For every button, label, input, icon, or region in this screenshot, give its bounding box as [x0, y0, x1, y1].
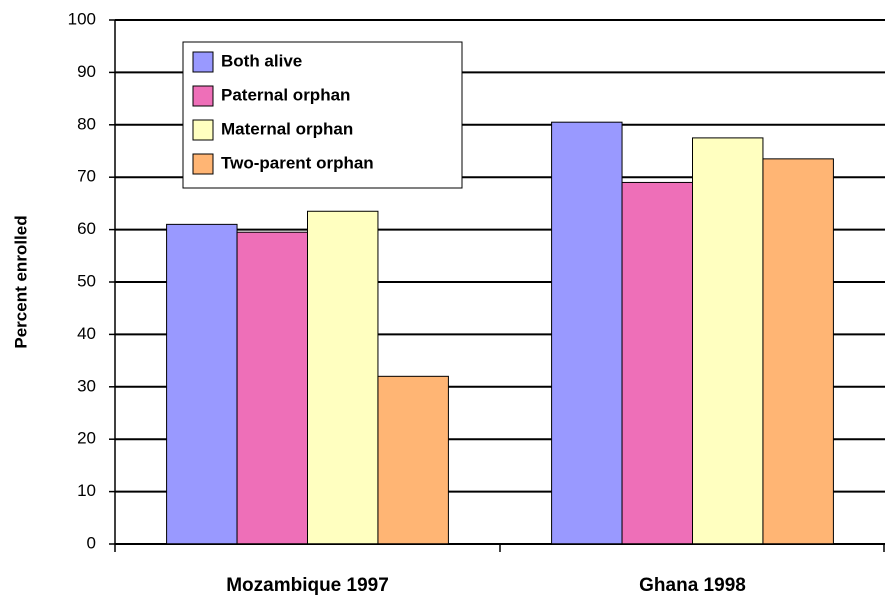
legend [182, 41, 463, 189]
y-tick-label: 0 [87, 533, 96, 552]
bar [692, 137, 764, 545]
y-tick-label: 70 [77, 167, 96, 186]
y-tick-label: 30 [77, 376, 96, 395]
legend-swatch [192, 153, 214, 175]
y-tick-label: 40 [77, 324, 96, 343]
legend-swatch [192, 119, 214, 141]
legend-label: Both alive [221, 51, 302, 70]
y-tick-label: 50 [77, 271, 96, 290]
bar [307, 210, 379, 545]
legend-swatch [192, 85, 214, 107]
y-tick-label: 90 [77, 62, 96, 81]
legend-swatch [192, 51, 214, 73]
x-tick-label: Mozambique 1997 [226, 575, 389, 596]
legend-label: Two-parent orphan [221, 153, 374, 172]
bar [377, 375, 449, 545]
bar [551, 121, 623, 545]
y-axis-label: Percent enrolled [11, 215, 30, 348]
legend-label: Maternal orphan [221, 119, 353, 138]
y-tick-label: 80 [77, 114, 96, 133]
x-tick-label: Ghana 1998 [639, 575, 746, 596]
y-tick-label: 60 [77, 219, 96, 238]
bar [621, 181, 693, 545]
y-tick-label: 100 [68, 9, 96, 28]
bar [236, 231, 308, 545]
y-tick-label: 20 [77, 429, 96, 448]
bar [166, 223, 238, 545]
y-tick-label: 10 [77, 481, 96, 500]
legend-label: Paternal orphan [221, 85, 350, 104]
bar [762, 158, 834, 545]
